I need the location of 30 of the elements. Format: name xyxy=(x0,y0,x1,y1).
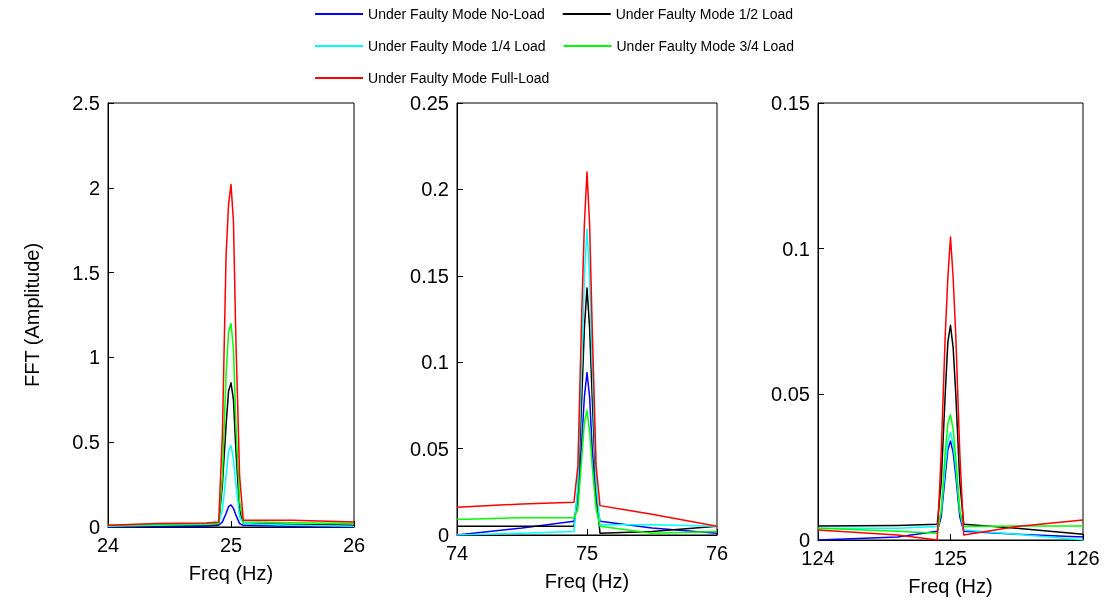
line-series xyxy=(456,171,718,528)
y-tick-label: 0.05 xyxy=(771,383,810,406)
y-tick-label: 0.15 xyxy=(771,92,810,114)
x-tick-label: 25 xyxy=(219,534,243,556)
y-tick-label: 0.25 xyxy=(410,92,449,114)
y-axis-title: FFT (Amplitude) xyxy=(21,242,43,388)
line-series xyxy=(817,413,1084,535)
legend-label: Under Faulty Mode 3/4 Load xyxy=(616,38,794,54)
x-tick-label: 26 xyxy=(342,534,366,556)
x-tick-label: 126 xyxy=(1066,547,1100,569)
x-tick-label: 75 xyxy=(575,542,599,564)
legend-label: Under Faulty Mode No-Load xyxy=(368,6,545,22)
y-tick-label: 0.1 xyxy=(782,237,810,260)
legend-label: Under Faulty Mode 1/4 Load xyxy=(368,38,546,54)
x-axis-title: Freq (Hz) xyxy=(188,562,274,584)
legend-label: Under Faulty Mode 1/2 Load xyxy=(615,6,794,22)
y-tick-label: 1 xyxy=(88,346,100,369)
y-tick-label: 2 xyxy=(88,176,100,199)
x-tick-label: 125 xyxy=(933,547,968,569)
x-axis-title: Freq (Hz) xyxy=(908,575,993,597)
y-tick-label: 1.5 xyxy=(72,261,100,284)
y-tick-label: 0.1 xyxy=(421,351,449,374)
y-tick-label: 0.15 xyxy=(410,264,449,287)
y-tick-label: 0.5 xyxy=(72,431,100,454)
legend-label: Under Faulty Mode Full-Load xyxy=(368,70,550,86)
y-tick-label: 2.5 xyxy=(72,92,100,114)
x-tick-label: 76 xyxy=(705,542,729,564)
x-axis-title: Freq (Hz) xyxy=(544,570,630,592)
y-tick-label: 0.2 xyxy=(421,178,449,201)
y-tick-label: 0.05 xyxy=(410,437,449,460)
